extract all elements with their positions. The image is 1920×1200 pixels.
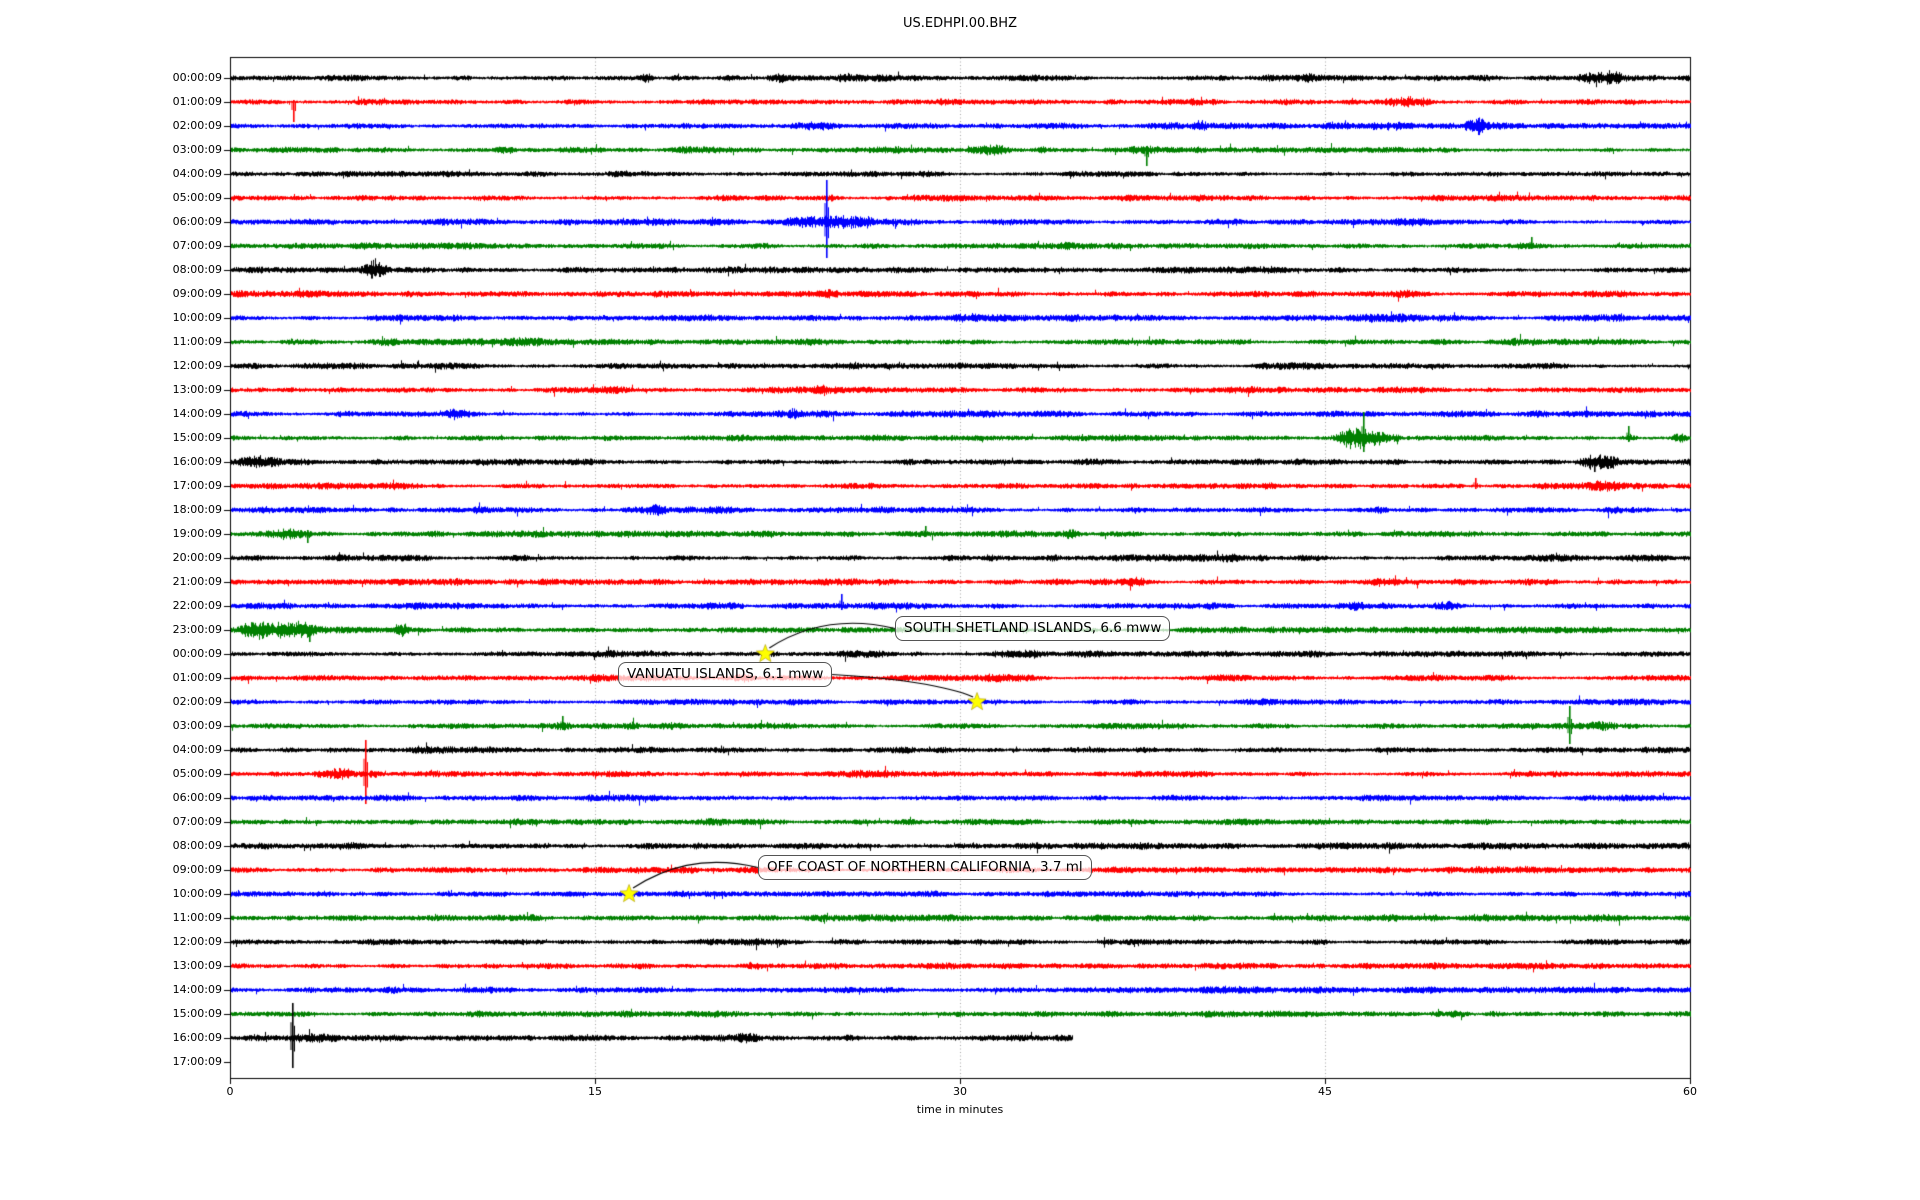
y-axis-label: 20:00:09 bbox=[172, 551, 222, 564]
event-annotation-off-coast-northern-california: OFF COAST OF NORTHERN CALIFORNIA, 3.7 ml bbox=[758, 855, 1092, 881]
y-axis-label: 13:00:09 bbox=[172, 959, 222, 972]
y-axis-label: 07:00:09 bbox=[172, 239, 222, 252]
y-axis-label: 17:00:09 bbox=[172, 479, 222, 492]
y-axis-label: 02:00:09 bbox=[172, 119, 222, 132]
x-axis-tick-label: 15 bbox=[588, 1085, 602, 1098]
y-axis-label: 19:00:09 bbox=[172, 527, 222, 540]
y-axis-label: 10:00:09 bbox=[172, 311, 222, 324]
y-axis-label: 12:00:09 bbox=[172, 935, 222, 948]
y-axis-label: 18:00:09 bbox=[172, 503, 222, 516]
y-axis-label: 03:00:09 bbox=[172, 143, 222, 156]
event-annotation-south-shetland-islands: SOUTH SHETLAND ISLANDS, 6.6 mww bbox=[895, 616, 1171, 642]
y-axis-label: 08:00:09 bbox=[172, 263, 222, 276]
y-axis-label: 13:00:09 bbox=[172, 383, 222, 396]
y-axis-label: 05:00:09 bbox=[172, 767, 222, 780]
y-axis-label: 06:00:09 bbox=[172, 791, 222, 804]
y-axis-label: 21:00:09 bbox=[172, 575, 222, 588]
x-axis-tick-label: 60 bbox=[1683, 1085, 1697, 1098]
y-axis-label: 03:00:09 bbox=[172, 719, 222, 732]
y-axis-label: 16:00:09 bbox=[172, 455, 222, 468]
y-axis-label: 15:00:09 bbox=[172, 431, 222, 444]
y-axis-label: 04:00:09 bbox=[172, 743, 222, 756]
y-axis-label: 09:00:09 bbox=[172, 287, 222, 300]
x-axis-tick-label: 45 bbox=[1318, 1085, 1332, 1098]
y-axis-label: 02:00:09 bbox=[172, 695, 222, 708]
x-axis-tick-label: 30 bbox=[953, 1085, 967, 1098]
y-axis-label: 01:00:09 bbox=[172, 95, 222, 108]
y-axis-label: 22:00:09 bbox=[172, 599, 222, 612]
x-axis-title: time in minutes bbox=[916, 1103, 1004, 1116]
y-axis-label: 15:00:09 bbox=[172, 1007, 222, 1020]
page-title: US.EDHPI.00.BHZ bbox=[903, 16, 1017, 31]
y-axis-label: 11:00:09 bbox=[172, 335, 222, 348]
x-axis-tick-label: 0 bbox=[226, 1085, 234, 1098]
y-axis-label: 09:00:09 bbox=[172, 863, 222, 876]
y-axis-label: 00:00:09 bbox=[172, 647, 222, 660]
y-axis-label: 17:00:09 bbox=[172, 1055, 222, 1068]
y-axis-label: 05:00:09 bbox=[172, 191, 222, 204]
y-axis-label: 10:00:09 bbox=[172, 887, 222, 900]
y-axis-label: 01:00:09 bbox=[172, 671, 222, 684]
y-axis-label: 00:00:09 bbox=[172, 71, 222, 84]
y-axis-label: 06:00:09 bbox=[172, 215, 222, 228]
y-axis-label: 04:00:09 bbox=[172, 167, 222, 180]
y-axis-label: 14:00:09 bbox=[172, 983, 222, 996]
y-axis-label: 08:00:09 bbox=[172, 839, 222, 852]
y-axis-label: 23:00:09 bbox=[172, 623, 222, 636]
y-axis-label: 11:00:09 bbox=[172, 911, 222, 924]
event-annotation-vanuatu-islands: VANUATU ISLANDS, 6.1 mww bbox=[618, 662, 833, 688]
y-axis-label: 07:00:09 bbox=[172, 815, 222, 828]
y-axis-label: 14:00:09 bbox=[172, 407, 222, 420]
y-axis-label: 12:00:09 bbox=[172, 359, 222, 372]
y-axis-label: 16:00:09 bbox=[172, 1031, 222, 1044]
